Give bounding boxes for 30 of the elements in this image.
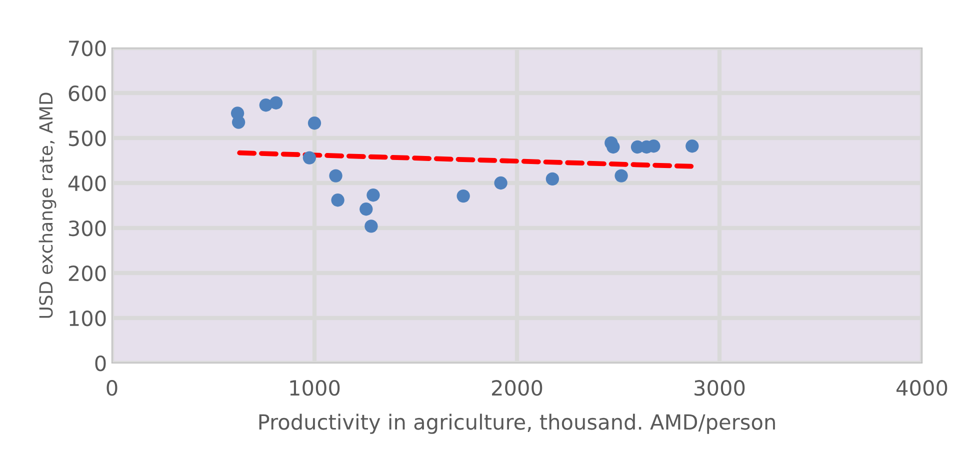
point [456, 189, 470, 203]
point [686, 140, 699, 153]
point [329, 169, 342, 182]
y-tick-label: 600 [68, 85, 106, 102]
point [331, 194, 344, 207]
point [269, 96, 283, 110]
point [494, 176, 508, 190]
point [606, 140, 620, 154]
x-axis-title: Productivity in agriculture, thousand. AMD/person [259, 414, 775, 434]
y-tick-label: 400 [68, 175, 106, 192]
y-tick-label: 700 [69, 40, 106, 56]
point [546, 172, 560, 186]
point [232, 116, 246, 129]
x-tick-label: 2000 [492, 380, 542, 396]
x-tick-label: 4000 [896, 380, 948, 396]
y-tick-label: 100 [70, 310, 106, 326]
y-tick-label: 200 [68, 265, 106, 282]
point [614, 169, 628, 182]
point [308, 116, 322, 130]
x-tick-label: 3000 [694, 380, 745, 396]
point [364, 220, 378, 233]
y-axis-title: USD exchange rate, AMD [38, 92, 56, 318]
y-tick-label: 300 [68, 220, 106, 236]
point [302, 151, 316, 164]
point [360, 202, 373, 216]
y-tick-label: 500 [68, 130, 106, 146]
point [366, 188, 380, 202]
x-tick-label: 0 [106, 380, 118, 396]
y-tick-label: 0 [95, 355, 106, 372]
x-tick-label: 1000 [290, 380, 340, 396]
